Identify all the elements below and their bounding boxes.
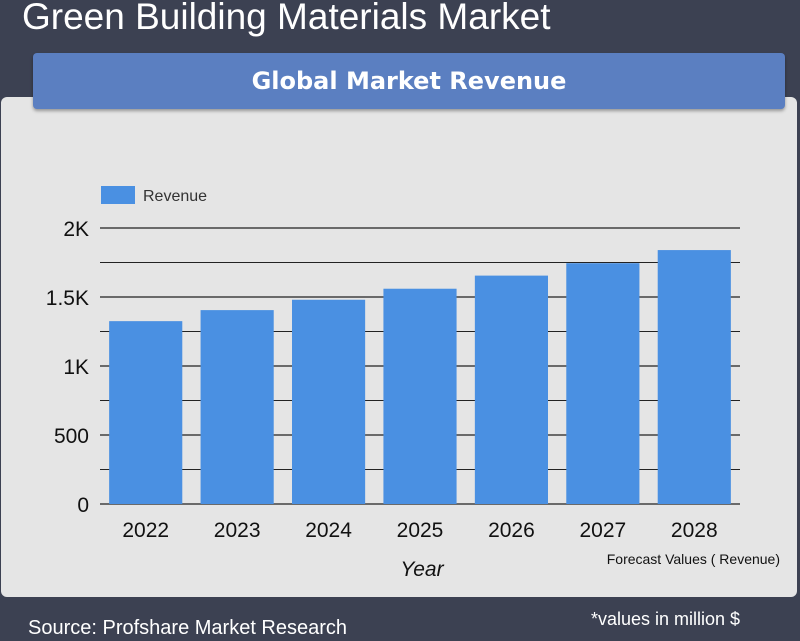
bar-2022 — [109, 321, 183, 504]
page-title: Green Building Materials Market — [22, 0, 551, 37]
chart-banner-title: Global Market Revenue — [251, 67, 567, 95]
source-text: Source: Profshare Market Research — [28, 617, 348, 639]
x-axis-ticks: 2022 2023 2024 2025 2026 2027 2028 — [122, 519, 717, 542]
units-note: *values in million $ — [591, 609, 741, 629]
x-axis-title: Year — [400, 558, 444, 581]
bars — [109, 250, 731, 504]
y-tick-label: 1.5K — [46, 287, 89, 310]
bar-2023 — [200, 310, 274, 504]
y-axis-ticks: 0 500 1K 1.5K 2K — [46, 218, 89, 517]
x-tick-label: 2026 — [488, 519, 535, 542]
y-tick-label: 2K — [63, 218, 89, 241]
x-tick-label: 2024 — [305, 519, 352, 542]
x-tick-label: 2023 — [214, 519, 261, 542]
legend: Revenue — [101, 186, 207, 205]
y-tick-label: 500 — [54, 425, 89, 448]
x-tick-label: 2027 — [579, 519, 626, 542]
legend-swatch — [101, 186, 135, 204]
y-tick-label: 1K — [63, 356, 89, 379]
legend-label: Revenue — [143, 188, 207, 205]
forecast-annotation: Forecast Values ( Revenue) — [607, 551, 780, 567]
bar-2028 — [657, 250, 731, 504]
x-tick-label: 2028 — [671, 519, 718, 542]
bar-2026 — [474, 275, 548, 504]
chart-banner: Global Market Revenue — [33, 53, 785, 109]
y-tick-label: 0 — [77, 494, 89, 517]
x-tick-label: 2025 — [397, 519, 444, 542]
x-tick-label: 2022 — [122, 519, 169, 542]
bar-2024 — [292, 299, 366, 504]
bar-2027 — [566, 263, 640, 504]
bar-2025 — [383, 288, 457, 504]
